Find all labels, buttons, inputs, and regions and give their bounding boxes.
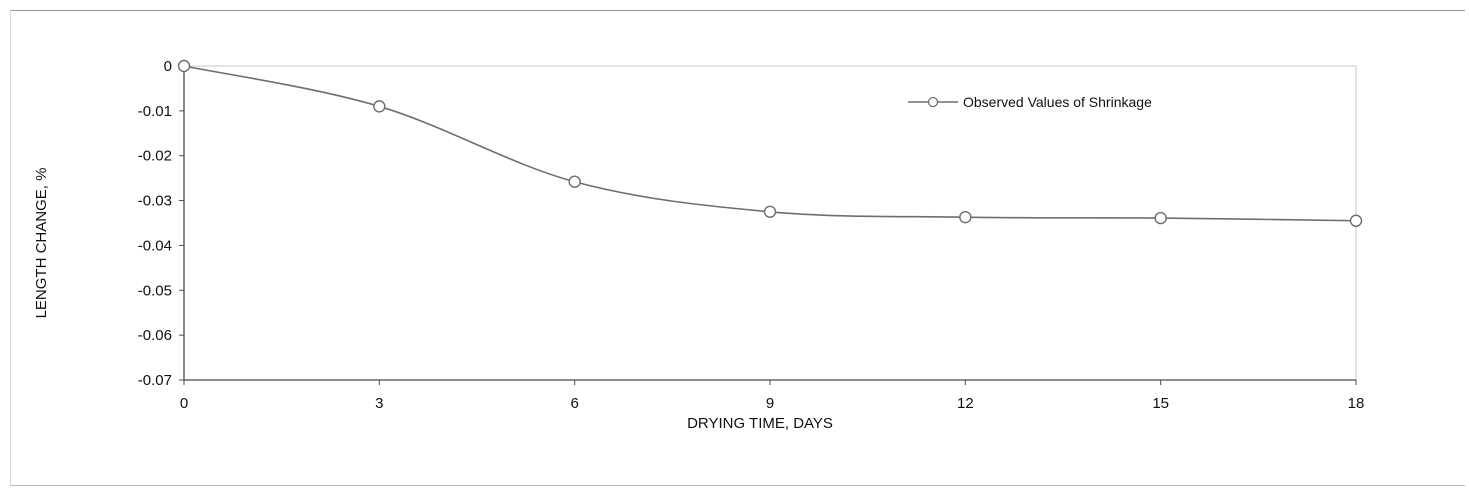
y-axis-title: LENGTH CHANGE, % — [33, 168, 50, 319]
plot-border — [183, 65, 1357, 381]
x-tick-label: 18 — [1348, 395, 1365, 412]
y-tick-label: -0.02 — [138, 148, 172, 165]
data-point — [177, 59, 191, 73]
plot-area — [183, 65, 1357, 381]
y-tick-label: -0.03 — [138, 193, 172, 210]
y-tick-label: -0.06 — [138, 327, 172, 344]
data-point — [373, 100, 386, 113]
legend: Observed Values of Shrinkage — [908, 94, 1152, 110]
legend-label: Observed Values of Shrinkage — [963, 94, 1152, 110]
y-tick-label: -0.01 — [138, 103, 172, 120]
x-tick-label: 15 — [1152, 395, 1169, 412]
data-point — [1349, 214, 1363, 227]
series-layer — [177, 59, 1363, 227]
data-point — [568, 175, 581, 188]
y-tick-label: -0.04 — [138, 237, 172, 254]
x-axis-ticks: 0 3 6 9 12 15 18 — [180, 380, 1365, 412]
data-point — [763, 205, 777, 218]
chart-frame — [10, 10, 1465, 486]
legend-marker — [927, 96, 939, 108]
y-axis-ticks: 0 -0.01 -0.02 -0.03 -0.04 -0.05 -0.06 -0.07 — [138, 58, 184, 389]
x-tick-label: 3 — [375, 395, 383, 412]
y-tick-label: -0.07 — [138, 372, 172, 389]
data-point — [959, 210, 972, 224]
y-tick-label: -0.05 — [138, 282, 172, 299]
series-line-0 — [183, 65, 1357, 222]
x-tick-label: 0 — [180, 395, 188, 412]
x-axis-title: DRYING TIME, DAYS — [687, 415, 833, 432]
data-point — [1154, 211, 1167, 225]
x-tick-label: 12 — [957, 395, 974, 412]
y-tick-label: 0 — [164, 58, 172, 75]
x-tick-label: 9 — [766, 395, 774, 412]
x-tick-label: 6 — [570, 395, 578, 412]
